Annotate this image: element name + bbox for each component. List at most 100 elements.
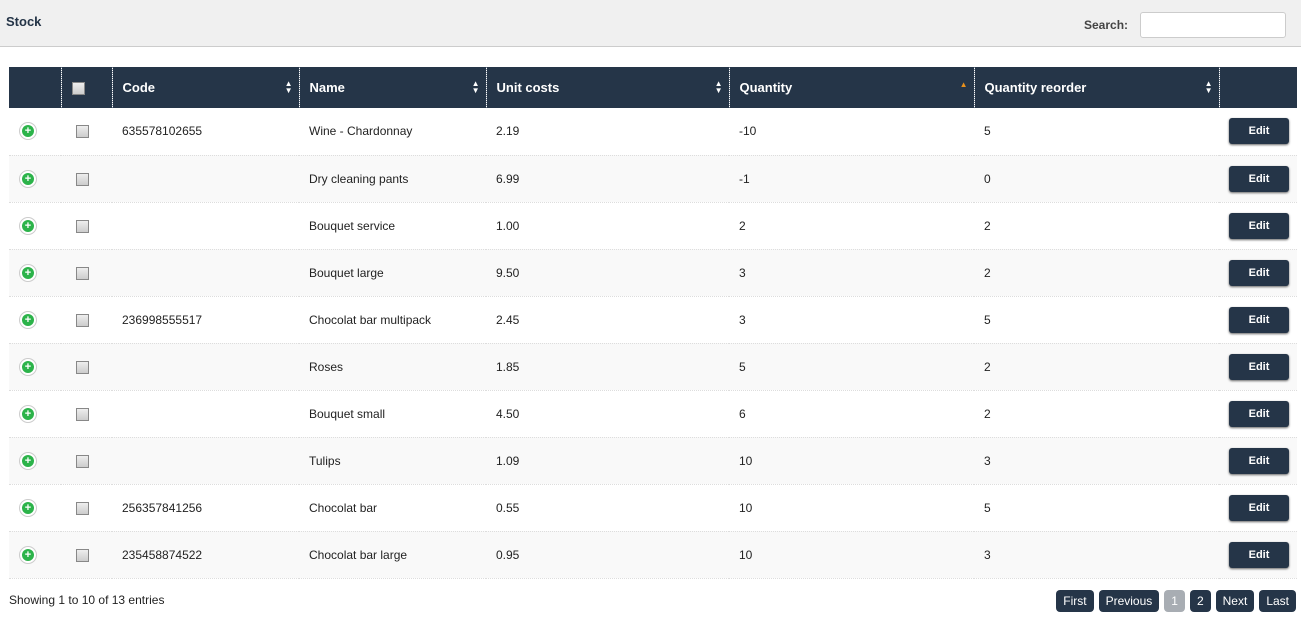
edit-button[interactable]: Edit: [1229, 353, 1289, 380]
cell-quantity: 10: [729, 531, 974, 579]
cell-code: [112, 249, 299, 297]
edit-button[interactable]: Edit: [1229, 494, 1289, 521]
row-checkbox[interactable]: [76, 360, 89, 374]
column-label: Quantity reorder: [984, 80, 1087, 95]
table-row: Bouquet large 9.50 3 2 Edit: [9, 249, 1297, 297]
edit-button[interactable]: Edit: [1229, 400, 1289, 427]
cell-unit-cost: 9.50: [486, 249, 729, 297]
cell-unit-cost: 1.09: [486, 437, 729, 485]
cell-quantity: 10: [729, 437, 974, 485]
cell-reorder: 0: [974, 155, 1219, 203]
edit-button[interactable]: Edit: [1229, 165, 1289, 192]
cell-name: Bouquet large: [299, 249, 486, 297]
column-header-quantity[interactable]: Quantity ▲: [728, 67, 974, 108]
cell-name: Wine - Chardonnay: [299, 108, 486, 156]
edit-button[interactable]: Edit: [1229, 447, 1289, 474]
cell-reorder: 2: [974, 249, 1219, 297]
cell-code: [112, 390, 299, 438]
cell-quantity: 6: [729, 390, 974, 438]
cell-reorder: 2: [974, 343, 1219, 391]
page-button-previous[interactable]: Previous: [1098, 590, 1160, 612]
search-input[interactable]: [1140, 12, 1286, 38]
cell-code: 256357841256: [112, 484, 299, 532]
expand-row-icon[interactable]: [19, 169, 37, 188]
cell-code: 235458874522: [112, 531, 299, 579]
table-row: Dry cleaning pants 6.99 -1 0 Edit: [9, 155, 1297, 203]
pagination: First Previous 1 2 Next Last: [1056, 590, 1296, 612]
cell-code: [112, 437, 299, 485]
expand-row-icon[interactable]: [19, 451, 37, 470]
row-checkbox[interactable]: [76, 172, 89, 186]
cell-code: [112, 343, 299, 391]
column-header-unit-costs[interactable]: Unit costs ▲ ▼: [485, 67, 729, 108]
row-checkbox[interactable]: [76, 407, 89, 421]
cell-quantity: 2: [729, 202, 974, 250]
table-row: 235458874522 Chocolat bar large 0.95 10 …: [9, 531, 1297, 579]
cell-quantity: 5: [729, 343, 974, 391]
column-label: Quantity: [739, 80, 793, 95]
column-label: Code: [122, 80, 156, 95]
table-row: 236998555517 Chocolat bar multipack 2.45…: [9, 296, 1297, 344]
cell-code: [112, 155, 299, 203]
row-checkbox[interactable]: [76, 313, 89, 327]
row-checkbox[interactable]: [76, 548, 89, 562]
cell-unit-cost: 2.45: [486, 296, 729, 344]
cell-code: 236998555517: [112, 296, 299, 344]
cell-reorder: 5: [974, 296, 1219, 344]
edit-button[interactable]: Edit: [1229, 541, 1289, 568]
row-checkbox[interactable]: [76, 454, 89, 468]
cell-unit-cost: 0.55: [486, 484, 729, 532]
column-header-quantity-reorder[interactable]: Quantity reorder ▲ ▼: [973, 67, 1219, 108]
expand-row-icon[interactable]: [19, 545, 37, 564]
column-header-actions: [1218, 67, 1297, 108]
cell-unit-cost: 1.00: [486, 202, 729, 250]
column-header-select-all[interactable]: [60, 67, 112, 108]
page-title: Stock: [6, 14, 42, 29]
cell-reorder: 5: [974, 108, 1219, 156]
select-all-checkbox[interactable]: [71, 82, 85, 96]
cell-quantity: 10: [729, 484, 974, 532]
cell-reorder: 2: [974, 390, 1219, 438]
cell-reorder: 2: [974, 202, 1219, 250]
row-checkbox[interactable]: [76, 501, 89, 515]
top-bar: Stock Search:: [0, 0, 1301, 47]
page-button-1[interactable]: 1: [1164, 590, 1185, 612]
column-header-name[interactable]: Name ▲ ▼: [298, 67, 486, 108]
expand-row-icon[interactable]: [19, 310, 37, 329]
edit-button[interactable]: Edit: [1229, 259, 1289, 286]
cell-code: [112, 202, 299, 250]
expand-row-icon[interactable]: [19, 216, 37, 235]
sort-ascending-icon: ▲: [959, 80, 968, 89]
table-row: 256357841256 Chocolat bar 0.55 10 5 Edit: [9, 484, 1297, 532]
expand-row-icon[interactable]: [19, 404, 37, 423]
cell-unit-cost: 2.19: [486, 108, 729, 156]
cell-quantity: 3: [729, 296, 974, 344]
page-button-last[interactable]: Last: [1259, 590, 1296, 612]
edit-button[interactable]: Edit: [1229, 306, 1289, 333]
expand-row-icon[interactable]: [19, 122, 37, 141]
cell-code: 635578102655: [112, 108, 299, 156]
row-checkbox[interactable]: [76, 125, 89, 139]
page-button-first[interactable]: First: [1056, 590, 1094, 612]
column-header-code[interactable]: Code ▲ ▼: [111, 67, 299, 108]
column-header-expand: [9, 67, 61, 108]
table-row: Bouquet small 4.50 6 2 Edit: [9, 390, 1297, 438]
page-button-2[interactable]: 2: [1189, 590, 1211, 612]
expand-row-icon[interactable]: [19, 263, 37, 282]
cell-quantity: -10: [729, 108, 974, 156]
expand-row-icon[interactable]: [19, 357, 37, 376]
expand-row-icon[interactable]: [19, 498, 37, 517]
row-checkbox[interactable]: [76, 266, 89, 280]
sort-both-icon: ▲ ▼: [471, 79, 480, 95]
table-row: Roses 1.85 5 2 Edit: [9, 343, 1297, 391]
cell-name: Dry cleaning pants: [299, 155, 486, 203]
cell-unit-cost: 1.85: [486, 343, 729, 391]
entries-info: Showing 1 to 10 of 13 entries: [9, 593, 165, 607]
edit-button[interactable]: Edit: [1229, 212, 1289, 239]
cell-unit-cost: 6.99: [486, 155, 729, 203]
cell-name: Tulips: [299, 437, 486, 485]
row-checkbox[interactable]: [76, 219, 89, 233]
edit-button[interactable]: Edit: [1229, 118, 1289, 145]
page-button-next[interactable]: Next: [1215, 590, 1255, 612]
cell-quantity: 3: [729, 249, 974, 297]
